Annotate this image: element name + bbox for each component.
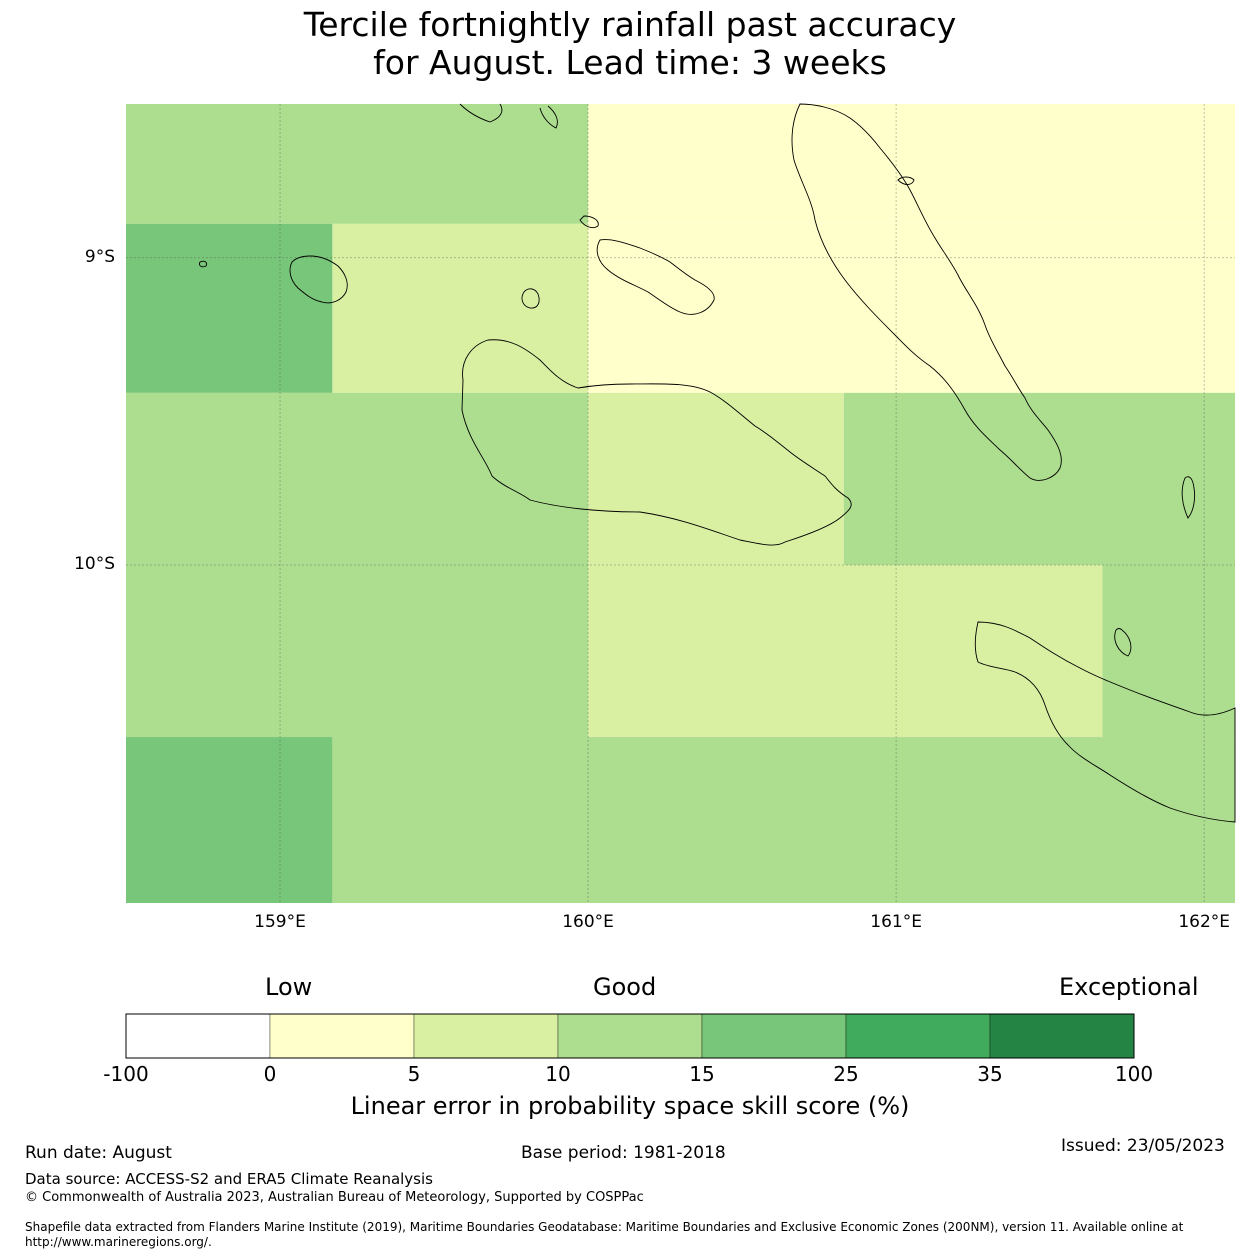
colorbar-label: Linear error in probability space skill … [350, 1092, 910, 1120]
coastline-islet-3 [1181, 476, 1196, 519]
shapefile-credit-line-1: Shapefile data extracted from Flanders M… [25, 1220, 1184, 1234]
colorbar-bin-0 [125, 1013, 271, 1059]
coastline-islet-7 [579, 215, 599, 229]
skill-cell-4 [588, 223, 1235, 393]
colorbar-tick-label: 15 [689, 1062, 715, 1086]
data-source: Data source: ACCESS-S2 and ERA5 Climate … [25, 1170, 433, 1188]
colorbar-word-good: Good [593, 973, 657, 1001]
lon-tick-label: 160°E [562, 912, 614, 932]
skill-cell-9 [588, 564, 1103, 738]
colorbar-bin-5 [845, 1013, 991, 1059]
skill-cell-12 [332, 737, 1235, 903]
colorbar-bin-3 [557, 1013, 703, 1059]
colorbar [125, 1013, 1135, 1059]
skill-grid [126, 104, 1235, 903]
coastline-islet-1 [521, 288, 540, 309]
colorbar-word-exceptional: Exceptional [1059, 973, 1199, 1001]
skill-cell-1 [588, 104, 1235, 224]
title-line-1: Tercile fortnightly rainfall past accura… [303, 5, 957, 44]
colorbar-bin-6 [989, 1013, 1135, 1059]
skill-cell-6 [588, 392, 844, 565]
skill-cell-11 [126, 737, 333, 903]
coastline-makira [974, 621, 1236, 823]
colorbar-tick-label: 100 [1114, 1062, 1154, 1086]
skill-cell-8 [126, 564, 589, 738]
graticule [126, 104, 1235, 903]
colorbar-tick-label: 0 [263, 1062, 277, 1086]
copyright: © Commonwealth of Australia 2023, Austra… [25, 1190, 644, 1205]
skill-cell-2 [126, 223, 333, 393]
colorbar-tick-label: 10 [545, 1062, 571, 1086]
coastline-islet-5 [459, 103, 503, 123]
lon-tick-label: 161°E [870, 912, 922, 932]
coastline-islet-8 [897, 176, 915, 185]
colorbar-word-low: Low [265, 973, 313, 1001]
skill-cell-10 [1102, 564, 1235, 738]
map-title: Tercile fortnightly rainfall past accura… [0, 6, 1260, 82]
coastline-islet-2 [199, 260, 207, 268]
skill-cell-3 [332, 223, 589, 393]
colorbar-bin-2 [413, 1013, 559, 1059]
lat-tick-label: 10°S [74, 553, 115, 574]
coastlines [199, 103, 1236, 823]
run-date: Run date: August [25, 1143, 172, 1163]
base-period: Base period: 1981-2018 [521, 1143, 726, 1163]
skill-cell-5 [126, 392, 589, 565]
colorbar-tick-label: 35 [977, 1062, 1003, 1086]
title-line-2: for August. Lead time: 3 weeks [373, 43, 887, 82]
coastline-russell-islands [289, 255, 348, 304]
shapefile-credit-line-2: http://www.marineregions.org/. [25, 1235, 212, 1249]
coastline-islet-4 [1114, 628, 1132, 657]
coastline-malaita [791, 103, 1062, 481]
colorbar-tick-label: -100 [103, 1062, 149, 1086]
coastline-guadalcanal [461, 339, 852, 546]
colorbar-tick-label: 5 [407, 1062, 421, 1086]
colorbar-bin-4 [701, 1013, 847, 1059]
skill-cell-7 [843, 392, 1235, 565]
colorbar-bin-1 [269, 1013, 415, 1059]
lon-tick-label: 162°E [1178, 912, 1231, 932]
colorbar-tick-label: 25 [833, 1062, 859, 1086]
colorbar-frame [125, 1013, 1135, 1059]
coastline-florida-islands [596, 239, 715, 315]
lat-tick-label: 9°S [84, 246, 115, 267]
skill-cell-0 [126, 104, 589, 224]
lon-tick-label: 159°E [254, 912, 306, 932]
coastline-islet-6 [539, 105, 558, 129]
issued-date: Issued: 23/05/2023 [1061, 1136, 1225, 1156]
